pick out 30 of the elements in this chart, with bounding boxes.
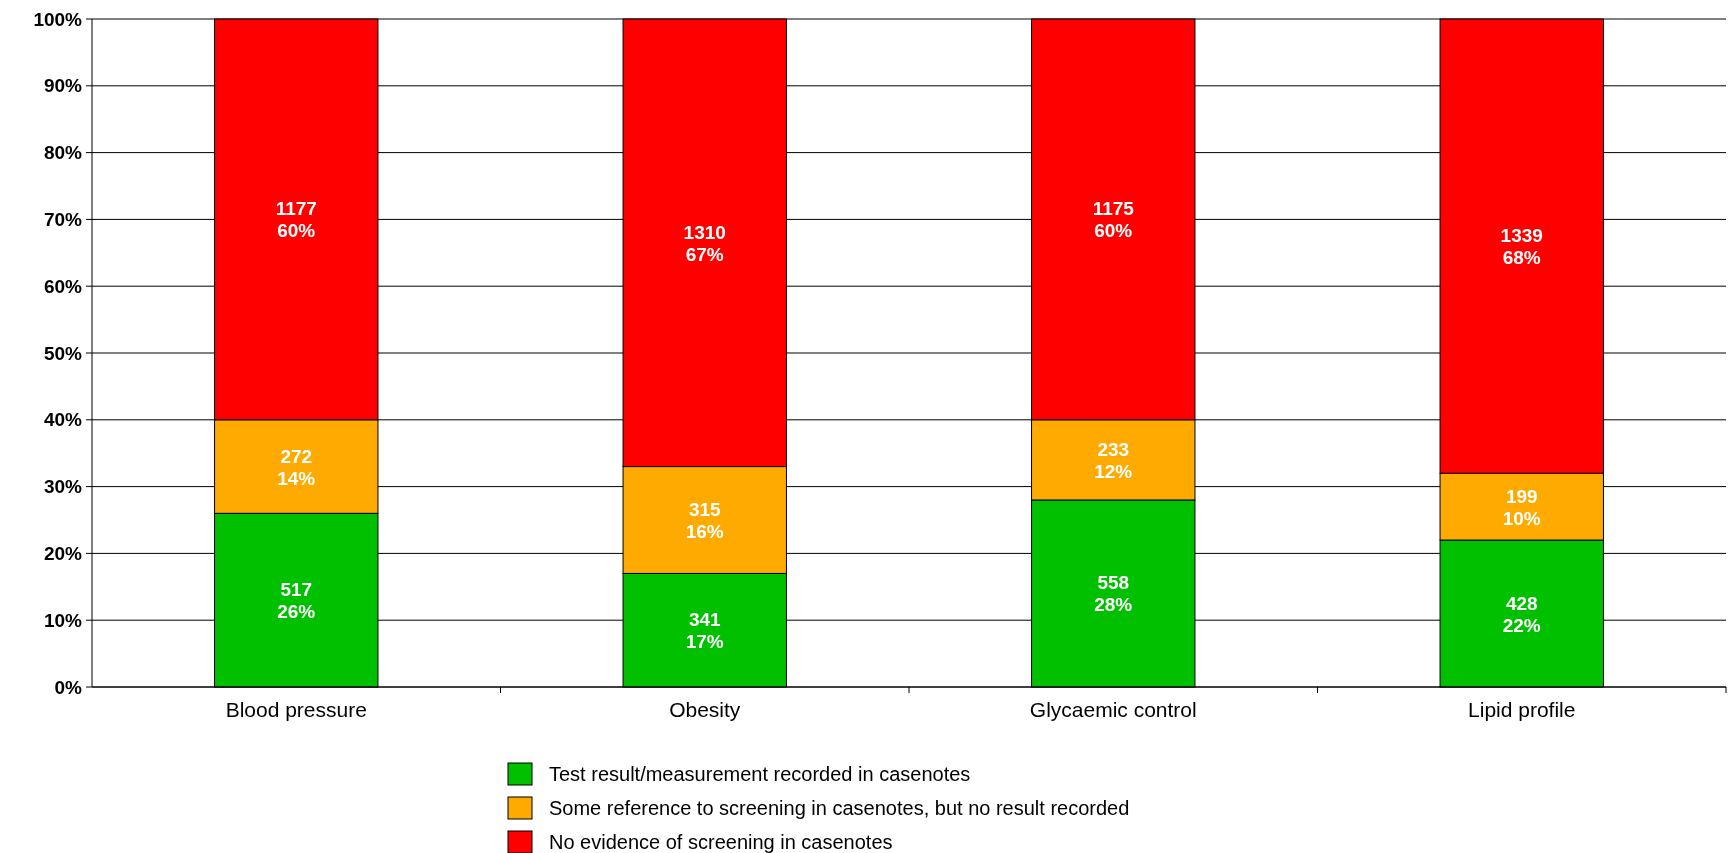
y-tick-label: 40% <box>43 409 83 431</box>
data-label: 233 12% <box>1094 438 1133 482</box>
data-label: 1310 67% <box>683 221 726 265</box>
data-label: 341 17% <box>685 608 724 652</box>
y-tick-label: 90% <box>43 75 83 97</box>
data-label: 1175 60% <box>1092 197 1135 241</box>
x-tick-label: Lipid profile <box>1468 697 1576 721</box>
y-tick-label: 70% <box>43 208 83 230</box>
data-label: 199 10% <box>1502 485 1541 529</box>
x-tick-label: Glycaemic control <box>1029 697 1197 721</box>
legend-label: Some reference to screening in casenotes, but no result recorded <box>549 797 1130 819</box>
data-label: 272 14% <box>277 445 316 489</box>
y-tick-label: 30% <box>43 476 83 498</box>
y-tick-label: 60% <box>43 275 83 297</box>
y-tick-label: 10% <box>43 609 83 631</box>
y-tick-label: 80% <box>43 142 83 164</box>
legend-label: Test result/measurement recorded in casenotes <box>549 763 971 785</box>
y-tick-label: 20% <box>43 542 83 564</box>
data-label: 517 26% <box>277 578 316 622</box>
data-label: 558 28% <box>1094 571 1133 615</box>
data-label: 315 16% <box>685 498 724 542</box>
y-tick-label: 50% <box>43 342 83 364</box>
y-tick-label: 100% <box>33 8 83 30</box>
data-label: 1177 60% <box>275 197 317 241</box>
x-tick-label: Obesity <box>669 697 741 721</box>
y-tick-label: 0% <box>54 676 83 698</box>
legend-label: No evidence of screening in casenotes <box>549 831 893 853</box>
data-label: 1339 68% <box>1500 224 1543 268</box>
x-tick-label: Blood pressure <box>225 697 367 721</box>
data-label: 428 22% <box>1502 592 1541 636</box>
